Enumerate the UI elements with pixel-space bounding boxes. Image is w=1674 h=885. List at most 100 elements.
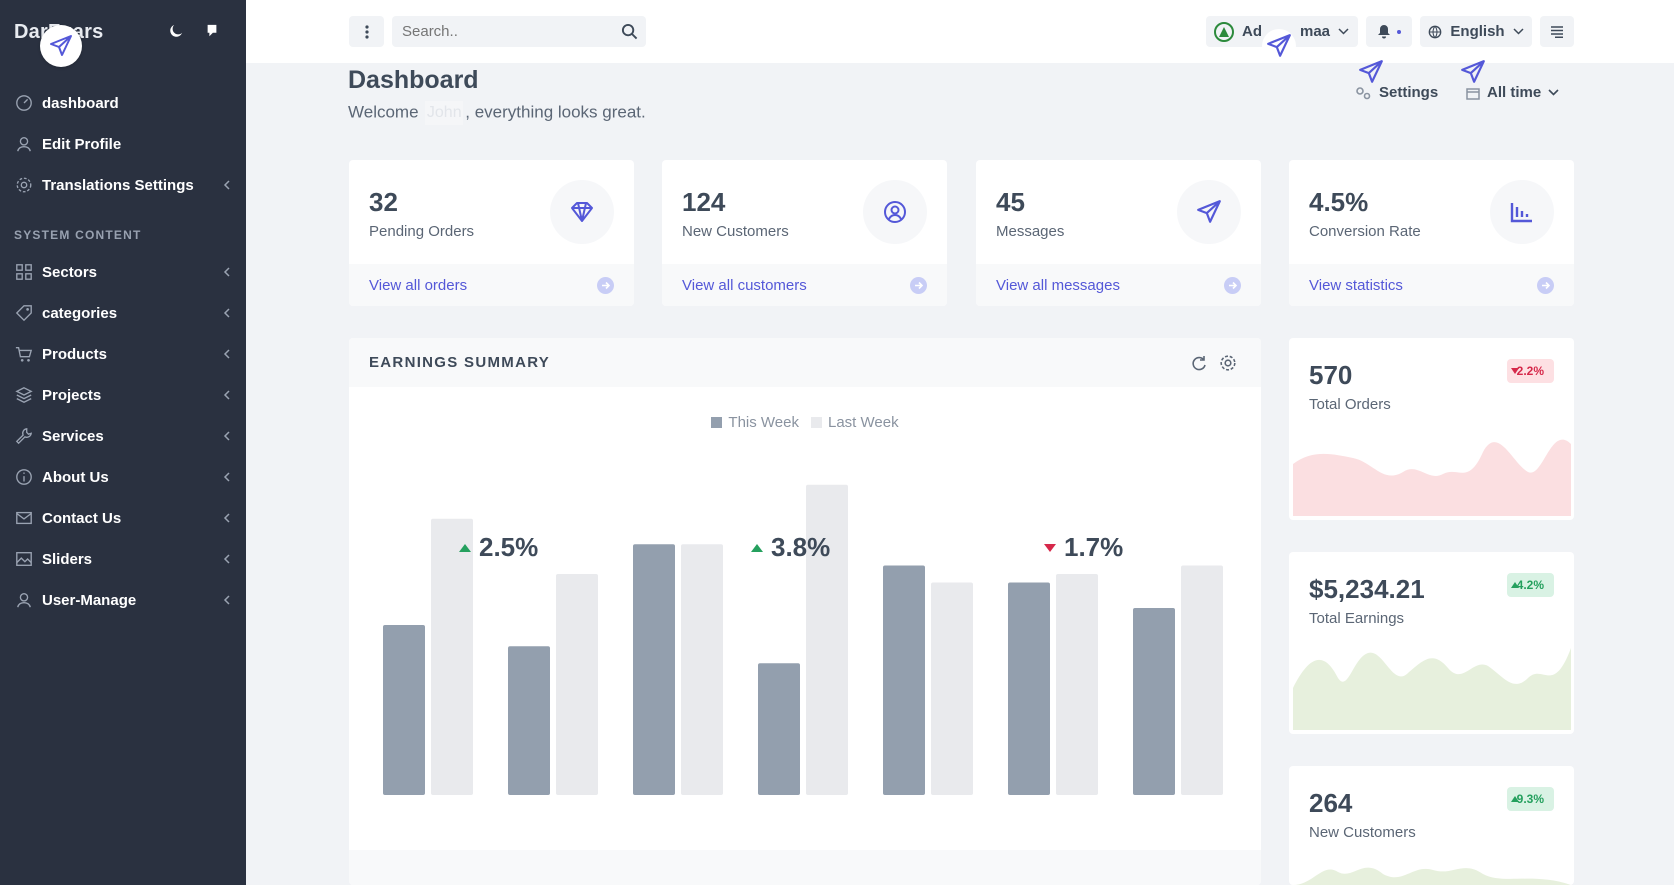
mini-caption: Total Earnings	[1309, 610, 1405, 627]
caret-up-icon	[751, 543, 763, 552]
stat-caption: Messages	[996, 223, 1065, 240]
settings-link[interactable]: Settings	[1354, 84, 1438, 101]
panel-footer	[349, 850, 1261, 885]
right-panel-toggle[interactable]	[1540, 16, 1574, 47]
gear-icon[interactable]	[1219, 354, 1237, 372]
bar-this-week-7[interactable]	[1133, 608, 1175, 795]
stat-value: 124	[682, 187, 726, 217]
sidebar-item-sliders[interactable]: Sliders	[0, 539, 246, 579]
chevron-left-icon	[223, 513, 230, 523]
bar-this-week-6[interactable]	[1008, 582, 1050, 796]
stat-footer[interactable]: View all customers	[662, 264, 947, 306]
stat-caption: Pending Orders	[369, 223, 475, 240]
delta-stat-2: 3.8%	[751, 532, 830, 563]
legend-item-last-week[interactable]: Last Week	[810, 414, 899, 431]
bar-this-week-4[interactable]	[758, 663, 800, 795]
notification-dot	[1397, 29, 1401, 34]
bar-last-week-2[interactable]	[556, 574, 598, 795]
caret-up-icon	[1510, 582, 1519, 588]
bar-this-week-1[interactable]	[383, 625, 425, 795]
floating-plane-user[interactable]	[1262, 29, 1296, 63]
chart-legend: This Week Last Week	[349, 414, 1261, 431]
stat-link[interactable]: View all orders	[369, 277, 468, 294]
sidebar-item-label: Products	[42, 345, 108, 363]
stat-card-conversion-rate: 4.5% Conversion Rate View statistics	[1289, 160, 1574, 306]
date-range-selector[interactable]: All time	[1466, 84, 1559, 101]
notifications-button[interactable]	[1366, 16, 1412, 47]
floating-plane-range[interactable]	[1456, 55, 1490, 89]
sidebar-item-sectors[interactable]: Sectors	[0, 252, 246, 292]
stat-footer[interactable]: View all orders	[349, 264, 634, 306]
stat-footer[interactable]: View all messages	[976, 264, 1261, 306]
stat-link[interactable]: View statistics	[1309, 277, 1403, 294]
arrow-right-icon[interactable]	[910, 277, 927, 294]
sidebar-item-products[interactable]: Products	[0, 334, 246, 374]
sidebar-item-projects[interactable]: Projects	[0, 375, 246, 415]
pin-sidebar-button[interactable]	[198, 17, 226, 45]
stat-caption: New Customers	[682, 223, 789, 240]
welcome-text: Welcome John, everything looks great.	[348, 101, 646, 125]
stat-caption: Conversion Rate	[1309, 223, 1421, 240]
menu-icon	[1551, 25, 1563, 38]
stat-link[interactable]: View all messages	[996, 277, 1120, 294]
bar-last-week-7[interactable]	[1181, 565, 1223, 796]
sidebar-item-translations-settings[interactable]: Translations Settings	[0, 165, 246, 205]
sidebar-item-about-us[interactable]: About Us	[0, 457, 246, 497]
dark-mode-toggle[interactable]	[162, 17, 190, 45]
earnings-bar-chart	[383, 484, 1223, 796]
sidebar-item-contact-us[interactable]: Contact Us	[0, 498, 246, 538]
arrow-right-icon[interactable]	[597, 277, 614, 294]
panel-header: EARNINGS SUMMARY	[349, 338, 1261, 387]
stat-footer[interactable]: View statistics	[1289, 264, 1574, 306]
user-icon	[14, 590, 34, 610]
search-icon[interactable]	[621, 23, 638, 40]
sidebar-item-label: Sliders	[42, 550, 93, 568]
delta-value: 3.8%	[771, 532, 831, 562]
earnings-summary-panel: EARNINGS SUMMARY This Week Last Week	[349, 338, 1261, 885]
paper-plane-icon	[1359, 60, 1383, 83]
bar-this-week-2[interactable]	[508, 646, 550, 795]
search-input[interactable]	[392, 16, 614, 47]
refresh-icon[interactable]	[1190, 354, 1208, 372]
bar-this-week-3[interactable]	[633, 544, 675, 795]
kebab-icon	[364, 24, 369, 39]
bar-chart-icon	[1490, 180, 1554, 244]
floating-plane-settings[interactable]	[1354, 55, 1388, 89]
arrow-right-icon[interactable]	[1224, 277, 1241, 294]
chevron-down-icon	[1513, 28, 1524, 35]
sidebar-item-services[interactable]: Services	[0, 416, 246, 456]
sidebar-item-categories[interactable]: categories	[0, 293, 246, 333]
sidebar-item-dashboard[interactable]: dashboard	[0, 83, 246, 123]
sidebar-item-edit-profile[interactable]: Edit Profile	[0, 124, 246, 164]
bell-icon	[1378, 25, 1390, 39]
arrow-right-icon[interactable]	[1537, 277, 1554, 294]
bar-last-week-1[interactable]	[431, 518, 473, 795]
caret-down-icon	[1510, 368, 1519, 374]
bar-last-week-5[interactable]	[931, 582, 973, 796]
caret-up-icon	[459, 543, 471, 552]
caret-down-icon	[1044, 543, 1056, 552]
paper-plane-icon	[1461, 60, 1485, 83]
legend-item-this-week[interactable]: This Week	[711, 414, 799, 431]
bar-last-week-3[interactable]	[681, 544, 723, 795]
user-name: Ad	[1242, 23, 1262, 40]
delta-stat-3: 1.7%	[1044, 532, 1123, 563]
user-icon	[14, 134, 34, 154]
bar-last-week-4[interactable]	[806, 484, 848, 795]
stat-value: 32	[369, 187, 398, 217]
mini-card-total-orders: 570 Total Orders 2.2%	[1289, 338, 1574, 520]
sidebar-item-user-manage[interactable]: User-Manage	[0, 580, 246, 620]
mini-value: 570	[1309, 360, 1353, 390]
language-selector[interactable]: English	[1420, 16, 1532, 47]
stat-card-pending-orders: 32 Pending Orders View all orders	[349, 160, 634, 306]
more-menu-button[interactable]	[349, 16, 384, 47]
bar-last-week-6[interactable]	[1056, 574, 1098, 795]
calendar-icon	[1466, 87, 1480, 100]
sidebar-item-label: About Us	[42, 468, 109, 486]
change-badge: 9.3%	[1506, 787, 1554, 811]
stat-link[interactable]: View all customers	[682, 277, 807, 294]
welcome-name: John	[425, 101, 464, 125]
bar-this-week-5[interactable]	[883, 565, 925, 796]
floating-plane-badge[interactable]	[40, 25, 82, 67]
chevron-left-icon	[223, 390, 230, 400]
